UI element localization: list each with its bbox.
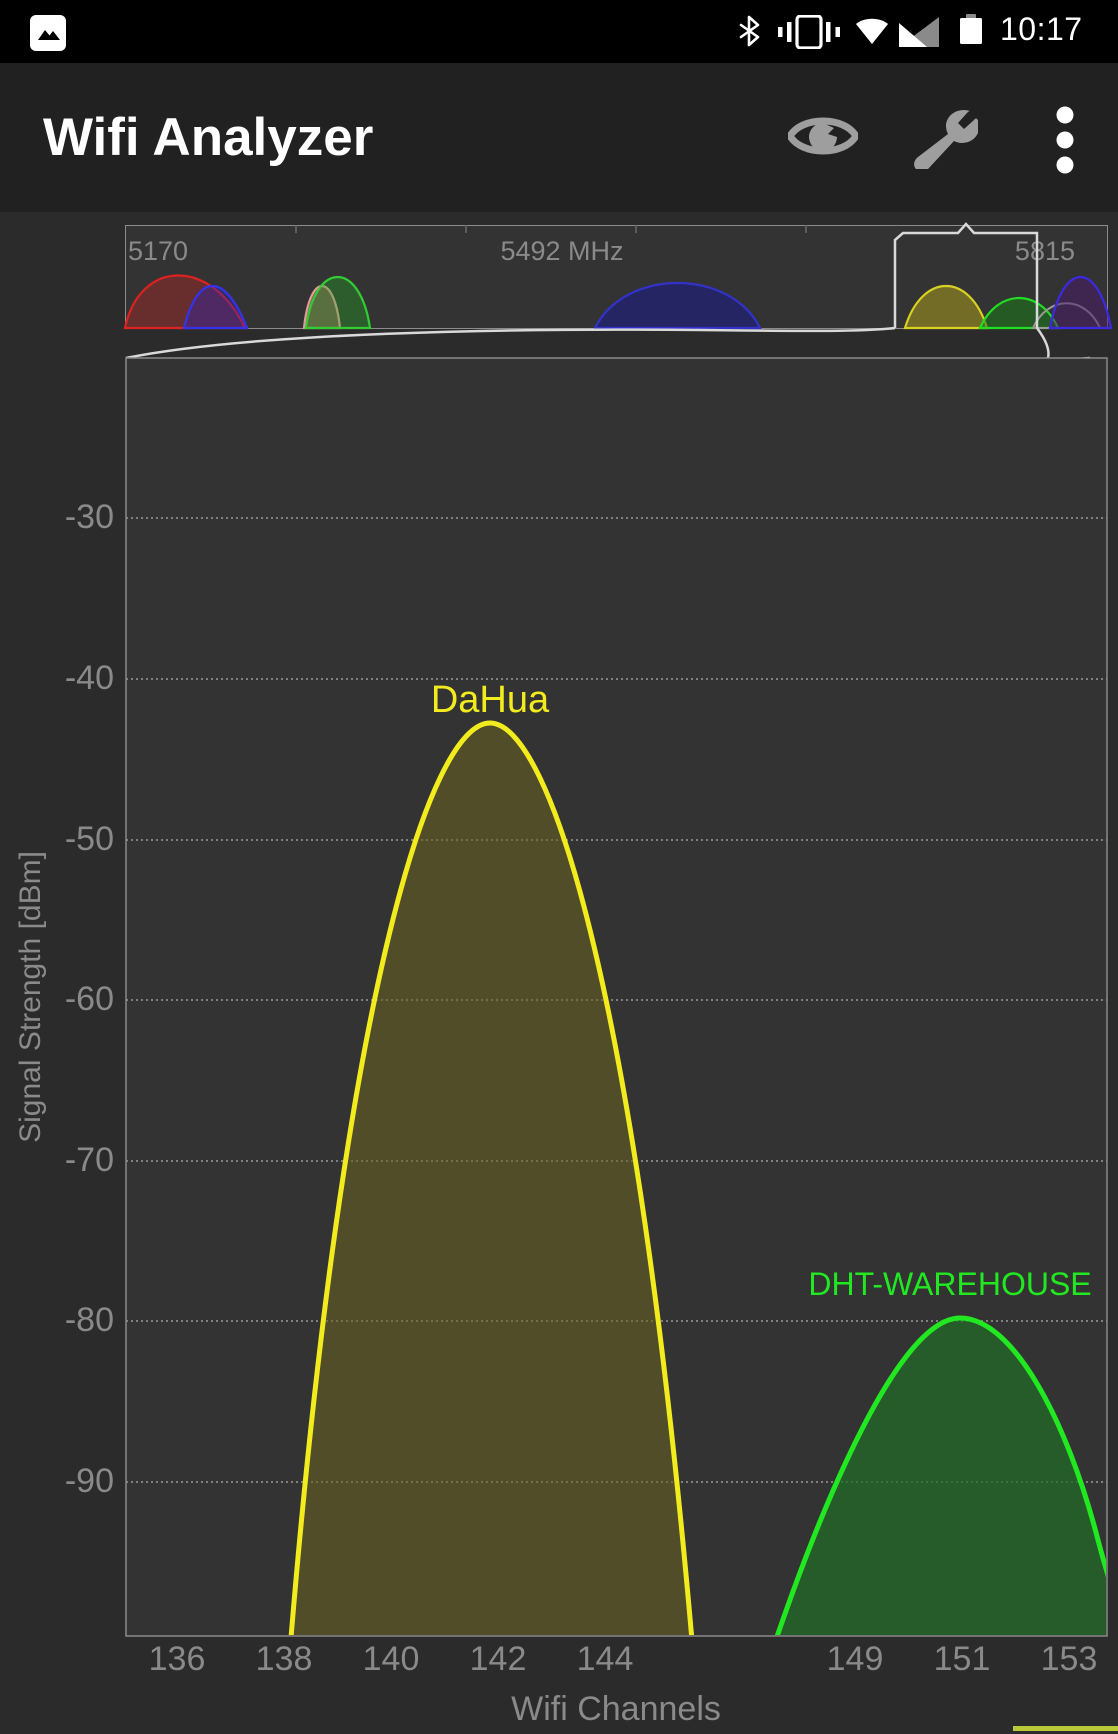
svg-text:144: 144 [577,1640,634,1678]
svg-text:Signal Strength [dBm]: Signal Strength [dBm] [14,851,47,1143]
svg-text:142: 142 [470,1640,527,1678]
svg-text:151: 151 [934,1640,991,1678]
svg-text:-60: -60 [65,980,114,1018]
svg-text:DHT-WAREHOUSE: DHT-WAREHOUSE [808,1266,1091,1302]
svg-text:140: 140 [363,1640,420,1678]
svg-text:-50: -50 [65,820,114,858]
svg-text:-40: -40 [65,659,114,697]
svg-text:-70: -70 [65,1141,114,1179]
svg-text:138: 138 [256,1640,313,1678]
svg-text:-90: -90 [65,1462,114,1500]
svg-text:136: 136 [149,1640,206,1678]
svg-text:Wifi Channels: Wifi Channels [511,1690,721,1728]
svg-text:-30: -30 [65,498,114,536]
svg-text:153: 153 [1041,1640,1098,1678]
svg-text:DaHua: DaHua [431,679,550,721]
svg-text:-80: -80 [65,1301,114,1339]
svg-text:149: 149 [827,1640,884,1678]
